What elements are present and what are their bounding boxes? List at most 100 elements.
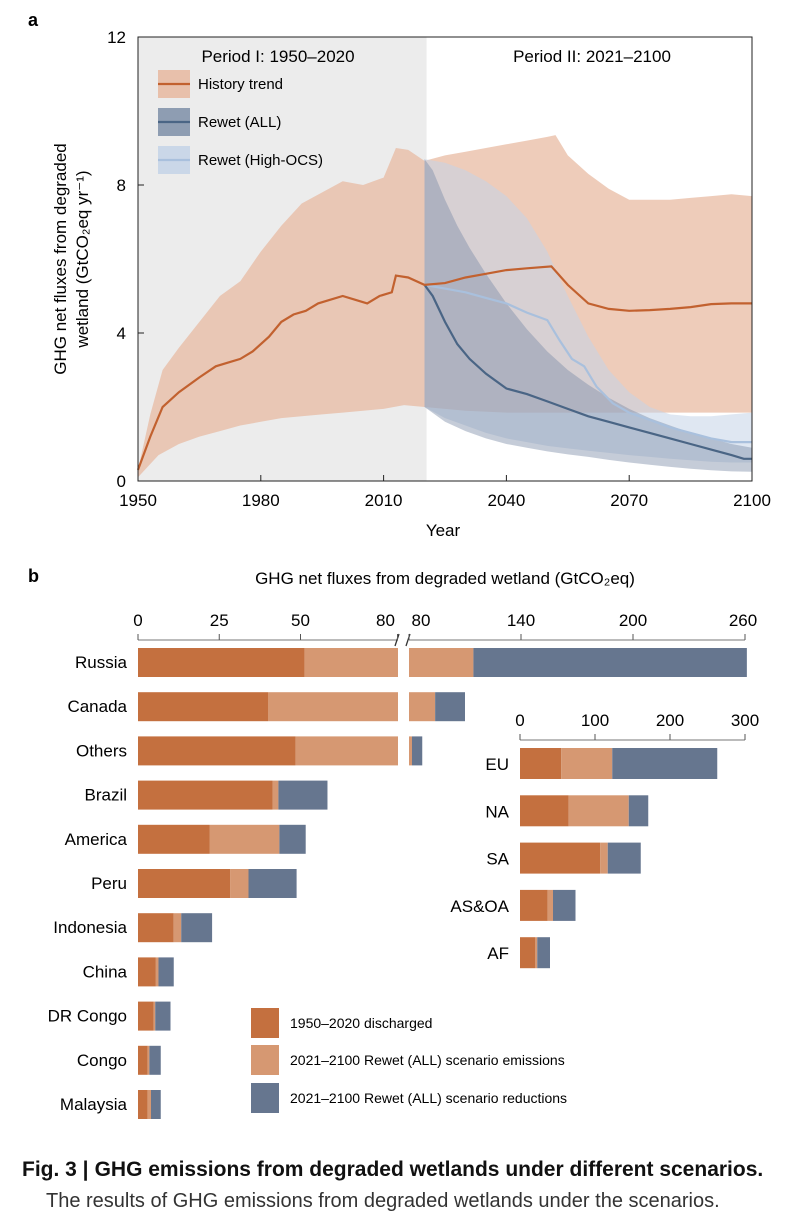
bar-others-seg-1 (295, 736, 398, 766)
x-tick-label: 2040 (487, 491, 525, 510)
legend-label: 2021–2100 Rewet (ALL) scenario emissions (290, 1052, 565, 1068)
inset-bar-na-seg-0 (520, 795, 569, 827)
history-trend-line (136, 265, 752, 471)
bar-brazil-seg-0 (138, 780, 273, 810)
panel-a: a 1950 1980 2010 2040 2070 2100 0 4 8 12 Period I… (28, 10, 771, 540)
inset-region-labels: EU NA SA AS&OA AF (450, 755, 509, 963)
country-label: Canada (67, 697, 127, 716)
bar-malaysia-seg-2 (151, 1090, 161, 1119)
x-tick-label: 2070 (610, 491, 648, 510)
x-tick-label: 2100 (733, 491, 771, 510)
bar-malaysia-seg-1 (147, 1090, 151, 1119)
inset-bar-na-seg-1 (568, 795, 629, 827)
trend-lines (136, 265, 752, 471)
bar-brazil-seg-1 (272, 780, 279, 810)
bar-america-seg-2 (279, 824, 306, 854)
bar-others-seg-1 (409, 736, 412, 766)
inset-x-tick-label: 300 (731, 711, 759, 730)
caption-label: Fig. 3 | (22, 1158, 89, 1181)
rewet-all-line (423, 284, 752, 460)
bar-china-seg-2 (158, 957, 174, 987)
bar-canada-seg-0 (138, 692, 268, 722)
bar-brazil-seg-2 (278, 780, 328, 810)
y-tick-label: 0 (117, 472, 126, 491)
panel-a-label: a (28, 10, 39, 30)
panel-b: b GHG net fluxes from degraded wetland (… (28, 566, 759, 1119)
legend-label: History trend (198, 76, 283, 93)
bar-indonesia-seg-2 (181, 913, 213, 943)
legend-swatch-2 (251, 1083, 279, 1113)
panel-b-label: b (28, 566, 39, 586)
y-tick-label: 8 (117, 176, 126, 195)
rewet-high-ocs-band (424, 159, 752, 463)
bar-peru-seg-2 (248, 869, 297, 898)
inset-bar-af-seg-2 (537, 937, 550, 969)
country-axis: 0 25 50 80 80 140 200 260 (133, 611, 757, 647)
bar-canada-seg-1 (409, 692, 436, 722)
x-tick-label: 200 (619, 611, 647, 630)
y-tick-label: 4 (117, 324, 126, 343)
y-axis-label-line-1: GHG net fluxes from degraded (51, 143, 70, 375)
country-label: Peru (91, 874, 127, 893)
country-label: Brazil (84, 786, 127, 805)
legend-label: Rewet (High-OCS) (198, 152, 323, 169)
x-tick-label: 1950 (119, 491, 157, 510)
inset-bar-as-oa-seg-1 (547, 889, 553, 921)
legend-label: 1950–2020 discharged (290, 1015, 432, 1031)
bar-dr-congo-seg-0 (138, 1001, 154, 1031)
x-axis-label: Year (426, 521, 461, 540)
inset-bar-af-seg-1 (535, 937, 538, 969)
inset-bar-as-oa-seg-2 (553, 889, 576, 921)
bar-russia-seg-1 (304, 648, 398, 677)
inset-bar-sa-seg-0 (520, 842, 601, 874)
figure-caption: Fig. 3 | GHG emissions from degraded wetl… (22, 1158, 763, 1182)
country-label: Indonesia (53, 918, 127, 937)
region-label: NA (485, 802, 509, 821)
bar-peru-seg-0 (138, 869, 231, 898)
country-label: Malaysia (60, 1095, 128, 1114)
x-tick-label: 140 (507, 611, 535, 630)
region-label: AS&OA (450, 897, 509, 916)
inset-bar-as-oa-seg-0 (520, 889, 548, 921)
x-tick-label: 2010 (365, 491, 403, 510)
inset-region-bars (520, 748, 718, 969)
x-tick-label: 50 (291, 611, 310, 630)
bar-indonesia-seg-1 (173, 913, 182, 943)
legend-label: 2021–2100 Rewet (ALL) scenario reduction… (290, 1090, 567, 1106)
inset-bar-af-seg-0 (520, 937, 535, 969)
caption-title: GHG emissions from degraded wetlands und… (94, 1158, 764, 1181)
bar-china-seg-1 (155, 957, 159, 987)
bar-congo-seg-2 (149, 1045, 161, 1075)
inset-bar-sa-seg-2 (607, 842, 641, 874)
bar-america-seg-0 (138, 824, 210, 854)
bar-america-seg-1 (209, 824, 280, 854)
x-tick-label: 25 (210, 611, 229, 630)
y-axis-label-line-2: wetland (GtCO₂eq yr⁻¹) (73, 170, 92, 348)
legend-label: Rewet (ALL) (198, 114, 281, 131)
country-label: China (83, 962, 128, 981)
x-tick-label: 80 (412, 611, 431, 630)
region-label: AF (487, 944, 509, 963)
inset-x-tick-label: 100 (581, 711, 609, 730)
uncertainty-bands (138, 135, 752, 478)
bar-others-seg-2 (411, 736, 423, 766)
legend-swatch-0 (251, 1008, 279, 1038)
x-tick-label: 1980 (242, 491, 280, 510)
bar-canada-seg-1 (268, 692, 398, 722)
bar-malaysia-seg-0 (138, 1090, 148, 1119)
axis-ticks: 1950 1980 2010 2040 2070 2100 0 4 8 12 (107, 28, 771, 510)
country-label: America (65, 830, 128, 849)
bar-russia-seg-2 (473, 648, 747, 677)
inset-bar-eu-seg-0 (520, 748, 562, 779)
bar-dr-congo-seg-2 (155, 1001, 171, 1031)
bar-peru-seg-1 (230, 869, 249, 898)
plot-frame (137, 36, 753, 482)
x-tick-label: 80 (376, 611, 395, 630)
bar-russia-seg-0 (138, 648, 305, 677)
country-labels: Russia Canada Others Brazil America Peru Indon… (48, 653, 128, 1114)
bar-indonesia-seg-0 (138, 913, 174, 943)
bar-canada-seg-2 (435, 692, 465, 722)
bar-others-seg-0 (138, 736, 296, 766)
inset-bar-eu-seg-2 (612, 748, 718, 779)
bar-congo-seg-0 (138, 1045, 148, 1075)
